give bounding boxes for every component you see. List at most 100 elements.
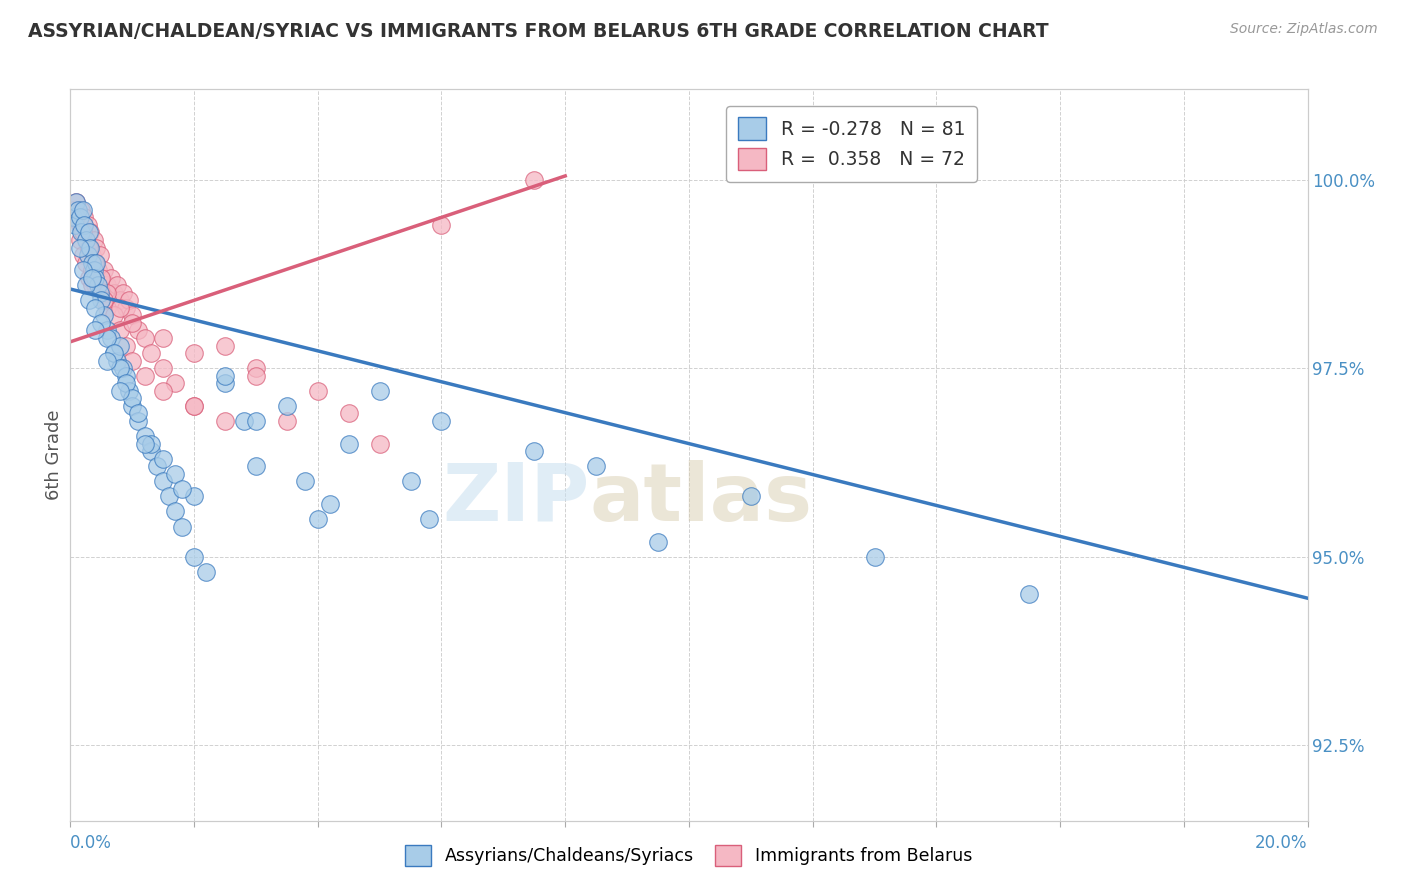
Point <box>232 414 254 428</box>
Point <box>294 475 316 489</box>
Point <box>65 211 87 225</box>
Point <box>214 368 236 383</box>
Point <box>307 512 329 526</box>
Point <box>121 399 143 413</box>
Point <box>72 248 94 262</box>
Point <box>127 407 149 421</box>
Point <box>245 414 267 428</box>
Point <box>157 489 180 503</box>
Point <box>165 467 187 481</box>
Point <box>105 278 128 293</box>
Point <box>111 361 134 376</box>
Point <box>183 489 205 503</box>
Point <box>121 309 143 323</box>
Point <box>115 376 138 391</box>
Point <box>245 368 267 383</box>
Point <box>863 549 886 564</box>
Point <box>103 309 125 323</box>
Point <box>111 285 134 300</box>
Point <box>430 218 453 232</box>
Point <box>1018 587 1040 601</box>
Point <box>585 459 607 474</box>
Point <box>152 384 174 398</box>
Point <box>108 361 131 376</box>
Point <box>152 331 174 345</box>
Point <box>337 436 360 450</box>
Point <box>139 436 162 450</box>
Point <box>96 353 118 368</box>
Point <box>307 384 329 398</box>
Point <box>337 407 360 421</box>
Point <box>77 270 100 285</box>
Point <box>108 293 131 308</box>
Point <box>75 278 97 293</box>
Point <box>87 263 110 277</box>
Point <box>80 278 103 293</box>
Point <box>69 241 91 255</box>
Point <box>183 346 205 360</box>
Text: 0.0%: 0.0% <box>70 834 112 852</box>
Point <box>115 338 138 352</box>
Point <box>96 301 118 315</box>
Point <box>103 346 125 360</box>
Point <box>65 211 87 225</box>
Point <box>152 361 174 376</box>
Point <box>80 255 103 269</box>
Point <box>69 233 91 247</box>
Point <box>100 331 122 345</box>
Point <box>62 202 84 217</box>
Point <box>69 218 91 232</box>
Point <box>647 534 669 549</box>
Point <box>134 429 156 443</box>
Point <box>118 293 141 308</box>
Text: ASSYRIAN/CHALDEAN/SYRIAC VS IMMIGRANTS FROM BELARUS 6TH GRADE CORRELATION CHART: ASSYRIAN/CHALDEAN/SYRIAC VS IMMIGRANTS F… <box>28 22 1049 41</box>
Point <box>139 444 162 458</box>
Point <box>368 436 391 450</box>
Point <box>276 399 298 413</box>
Point <box>73 218 96 232</box>
Point <box>84 278 107 293</box>
Legend: R = -0.278   N = 81, R =  0.358   N = 72: R = -0.278 N = 81, R = 0.358 N = 72 <box>727 106 977 182</box>
Text: 20.0%: 20.0% <box>1256 834 1308 852</box>
Point <box>245 459 267 474</box>
Point <box>84 301 107 315</box>
Point <box>118 384 141 398</box>
Point <box>170 482 193 496</box>
Point <box>90 316 112 330</box>
Point <box>66 202 89 217</box>
Point <box>83 263 105 277</box>
Text: ZIP: ZIP <box>443 459 591 538</box>
Point <box>165 376 187 391</box>
Point <box>418 512 440 526</box>
Point <box>134 368 156 383</box>
Point <box>75 233 97 247</box>
Point <box>134 331 156 345</box>
Point <box>214 338 236 352</box>
Point <box>96 331 118 345</box>
Point <box>108 324 131 338</box>
Point <box>90 293 112 308</box>
Point <box>245 361 267 376</box>
Point <box>165 504 187 518</box>
Point <box>121 392 143 406</box>
Point <box>183 549 205 564</box>
Point <box>214 376 236 391</box>
Point <box>183 399 205 413</box>
Point <box>84 255 107 269</box>
Point <box>84 270 107 285</box>
Point <box>90 270 112 285</box>
Point <box>170 519 193 533</box>
Point <box>80 263 103 277</box>
Point <box>72 226 94 240</box>
Point <box>73 211 96 225</box>
Point <box>69 211 91 225</box>
Point <box>152 475 174 489</box>
Point <box>96 324 118 338</box>
Point <box>121 353 143 368</box>
Point <box>108 301 131 315</box>
Point <box>72 226 94 240</box>
Point <box>127 324 149 338</box>
Point <box>103 285 125 300</box>
Point <box>93 263 115 277</box>
Point <box>84 241 107 255</box>
